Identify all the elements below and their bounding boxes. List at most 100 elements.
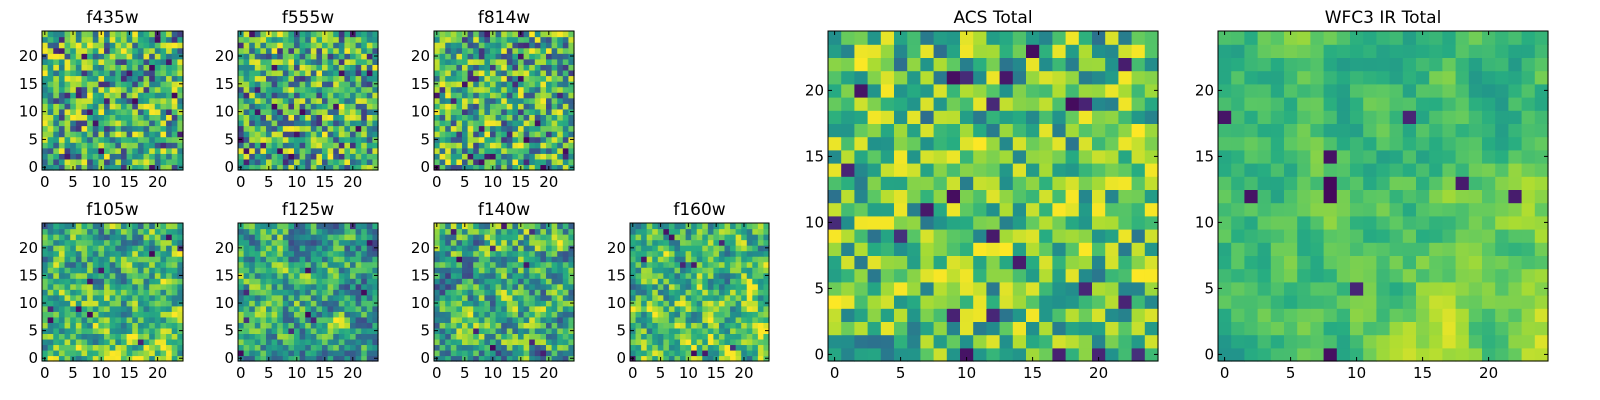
- heatmap-cell: [696, 245, 703, 252]
- heatmap-cell: [238, 47, 245, 54]
- heatmap-cell: [763, 261, 770, 268]
- heatmap-cell: [260, 136, 267, 143]
- heatmap-cell: [529, 272, 536, 279]
- heatmap-cell: [960, 202, 974, 217]
- heatmap-cell: [277, 42, 284, 49]
- heatmap-cell: [87, 256, 94, 263]
- heatmap-cell: [1078, 334, 1093, 349]
- heatmap-cell: [439, 58, 446, 65]
- heatmap-cell: [115, 355, 122, 362]
- heatmap-cell: [160, 294, 167, 301]
- heatmap-cell: [282, 42, 289, 49]
- heatmap-cell: [724, 267, 731, 274]
- heatmap-cell: [238, 234, 245, 241]
- heatmap-cell: [495, 250, 502, 257]
- heatmap-cell: [1065, 321, 1080, 336]
- heatmap-cell: [724, 316, 731, 323]
- heatmap-cell: [316, 250, 323, 257]
- heatmap-cell: [529, 234, 536, 241]
- heatmap-cell: [501, 234, 508, 241]
- heatmap-cell: [154, 261, 162, 268]
- heatmap-cell: [355, 267, 362, 274]
- heatmap-cell: [310, 333, 317, 340]
- heatmap-cell: [1026, 334, 1040, 349]
- heatmap-cell: [551, 327, 558, 334]
- heatmap-cell: [946, 268, 961, 283]
- heatmap-cell: [680, 344, 687, 351]
- x-tick-label: 15: [511, 173, 530, 191]
- heatmap-cell: [933, 215, 948, 230]
- heatmap-cell: [484, 147, 491, 154]
- heatmap-cell: [126, 136, 133, 143]
- heatmap-cell: [641, 223, 648, 230]
- heatmap-cell: [338, 142, 345, 149]
- heatmap-cell: [254, 239, 261, 246]
- heatmap-cell: [355, 278, 362, 285]
- heatmap-cell: [495, 300, 502, 307]
- heatmap-cell: [160, 245, 167, 252]
- heatmap-cell: [735, 338, 742, 346]
- heatmap-cell: [126, 114, 133, 121]
- heatmap-cell: [120, 267, 128, 274]
- heatmap-cell: [171, 64, 178, 71]
- heatmap-cell: [529, 58, 536, 65]
- heatmap-cell: [473, 119, 480, 127]
- heatmap-cell: [47, 86, 54, 93]
- heatmap-cell: [310, 245, 317, 252]
- heatmap-cell: [355, 158, 362, 166]
- heatmap-cell: [327, 223, 334, 230]
- heatmap-cell: [355, 283, 362, 290]
- heatmap-cell: [277, 92, 284, 99]
- heatmap-cell: [70, 327, 77, 334]
- heatmap-cell: [177, 223, 184, 230]
- heatmap-cell: [534, 272, 541, 279]
- heatmap-cell: [98, 108, 105, 115]
- heatmap-cell: [64, 316, 71, 323]
- heatmap-cell: [322, 305, 329, 312]
- heatmap-cell: [98, 58, 105, 65]
- heatmap-cell: [271, 355, 278, 362]
- heatmap-cell: [299, 147, 306, 154]
- heatmap-cell: [361, 114, 368, 121]
- heatmap-cell: [635, 311, 642, 318]
- heatmap-cell: [439, 349, 446, 357]
- heatmap-cell: [467, 119, 474, 127]
- heatmap-cell: [249, 272, 256, 279]
- heatmap-cell: [143, 58, 150, 65]
- heatmap-cell: [1065, 308, 1080, 322]
- heatmap-cell: [254, 53, 261, 60]
- y-tick-label: 0: [224, 349, 234, 367]
- heatmap-cell: [277, 31, 284, 38]
- heatmap-cell: [350, 147, 357, 154]
- heatmap-cell: [680, 300, 687, 307]
- heatmap-cell: [1039, 255, 1053, 270]
- heatmap-cell: [126, 92, 133, 99]
- x-tick-label: 20: [539, 173, 558, 191]
- heatmap-cell: [166, 311, 173, 318]
- heatmap-cell: [674, 322, 681, 329]
- heatmap-cell: [344, 153, 351, 160]
- heatmap-cell: [243, 278, 250, 285]
- heatmap-cell: [523, 125, 530, 132]
- heatmap-cell: [501, 283, 508, 290]
- heatmap-cell: [372, 31, 379, 38]
- x-tick-label: 10: [92, 173, 111, 191]
- heatmap-cell: [132, 114, 139, 121]
- heatmap-cell: [42, 153, 49, 160]
- heatmap-cell: [1065, 242, 1080, 256]
- heatmap-cell: [946, 215, 961, 230]
- heatmap-cell: [366, 261, 373, 268]
- heatmap-cell: [282, 316, 289, 323]
- heatmap-cell: [557, 158, 564, 166]
- heatmap-cell: [540, 278, 547, 285]
- heatmap-cell: [478, 153, 485, 160]
- heatmap-cell: [143, 142, 150, 149]
- heatmap-cell: [288, 42, 295, 49]
- y-tick-label: 15: [607, 266, 626, 284]
- heatmap-cell: [160, 119, 167, 127]
- heatmap-cell: [540, 86, 547, 93]
- heatmap-cell: [87, 142, 94, 149]
- heatmap-cell: [663, 338, 670, 346]
- heatmap-cell: [880, 163, 895, 177]
- heatmap-cell: [243, 31, 250, 38]
